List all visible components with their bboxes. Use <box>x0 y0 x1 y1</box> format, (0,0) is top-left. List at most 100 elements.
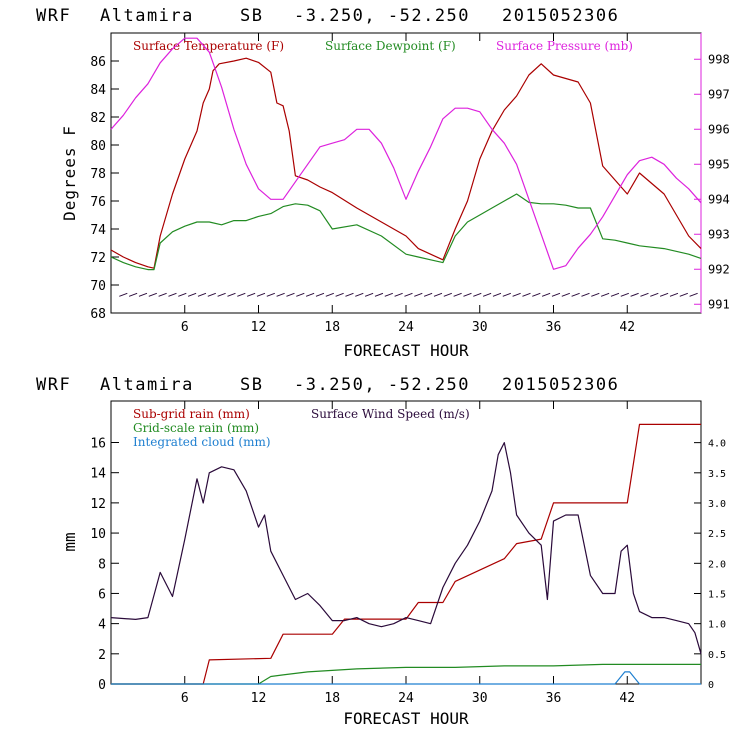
wind-barb <box>217 292 226 297</box>
wind-barb <box>187 292 197 297</box>
wind-barb <box>325 292 334 297</box>
bottom-header-station: Altamira <box>100 375 194 395</box>
bottom-ytick-label-2: 2 <box>98 648 106 663</box>
top-series-surface-temperature-f <box>110 57 702 269</box>
top-header-station: Altamira <box>100 6 194 26</box>
wind-barb <box>561 292 570 297</box>
wind-barb <box>512 292 521 297</box>
bottom-ytick-label-4: 4 <box>98 618 106 633</box>
wind-barb <box>374 292 384 297</box>
bottom-y2tick-label-3.5: 3.5 <box>708 469 726 480</box>
wind-barb <box>345 292 354 297</box>
wind-barb <box>315 292 325 297</box>
bottom-ytick-label-0: 0 <box>98 678 106 693</box>
wind-barb <box>473 292 482 297</box>
chart-marks: 6 12 18 24 30 36 42687072747678808284869919929… <box>90 33 730 706</box>
wind-barb <box>541 292 551 297</box>
bottom-header-code: SB <box>240 375 263 395</box>
wind-barb <box>630 292 639 297</box>
wind-barb <box>591 292 600 297</box>
bottom-ytick-label-16: 16 <box>90 437 106 452</box>
wind-barb <box>178 292 187 297</box>
wind-barb <box>305 292 315 297</box>
wind-barb <box>463 292 472 297</box>
bottom-series-surface-wind-speed-m-s <box>110 442 702 654</box>
wind-barb <box>276 292 285 297</box>
bottom-header-coords: -3.250, -52.250 <box>294 375 470 395</box>
wind-barb <box>158 292 167 297</box>
top-y2tick-label-998: 998 <box>708 52 730 66</box>
bottom-xtick-label-18: 18 <box>324 691 340 706</box>
wind-barb <box>650 292 659 297</box>
wind-barb <box>246 292 256 297</box>
top-y2tick-label-997: 997 <box>708 87 730 101</box>
wind-barb <box>522 292 531 297</box>
top-panel-header: WRF Altamira SB -3.250, -52.250 20150523… <box>36 6 619 26</box>
top-ytick-label-68: 68 <box>90 307 106 322</box>
wind-barb <box>600 292 610 297</box>
wind-barb <box>453 292 462 297</box>
top-ytick-label-70: 70 <box>90 279 106 294</box>
bottom-ytick-label-8: 8 <box>98 557 106 572</box>
wind-barb <box>492 292 502 297</box>
top-ytick-label-84: 84 <box>90 83 106 98</box>
bottom-series-integrated-cloud-mm <box>111 671 701 685</box>
wind-barb <box>237 292 246 297</box>
wind-barb <box>433 292 443 297</box>
top-y2tick-label-991: 991 <box>708 297 730 311</box>
wind-barb <box>669 292 679 297</box>
wind-barb <box>571 292 580 297</box>
bottom-y2tick-label-0: 0 <box>708 680 714 691</box>
wind-barb <box>227 292 236 297</box>
bottom-y2tick-label-1.0: 1.0 <box>708 620 726 631</box>
top-xtick-label-6: 6 <box>181 320 189 335</box>
bottom-ytick-label-14: 14 <box>90 467 106 482</box>
wind-barb <box>482 292 492 297</box>
legend-surface-temperature: Surface Temperature (F) <box>133 39 284 53</box>
bottom-y2tick-label-2.0: 2.0 <box>708 559 726 570</box>
wind-barb <box>423 292 433 297</box>
bottom-xtick-label-30: 30 <box>472 691 488 706</box>
top-xlabel: FORECAST HOUR <box>343 341 469 360</box>
bottom-panel-header: WRF Altamira SB -3.250, -52.250 20150523… <box>36 375 618 395</box>
wind-barb <box>256 292 266 297</box>
top-header-model: WRF <box>36 6 71 26</box>
top-header-code: SB <box>240 6 263 26</box>
top-y2tick-label-992: 992 <box>708 262 730 276</box>
bottom-xtick-label-24: 24 <box>398 691 414 706</box>
wind-barb <box>404 292 413 297</box>
top-series-surface-pressure-mb <box>110 37 702 270</box>
wind-barb <box>296 292 305 297</box>
top-series-surface-dewpoint-f <box>110 193 702 271</box>
top-header-run: 2015052306 <box>502 6 619 26</box>
top-ytick-label-86: 86 <box>90 55 106 70</box>
wind-barb <box>532 292 541 297</box>
top-xtick-label-36: 36 <box>546 320 562 335</box>
wind-barb <box>581 292 590 297</box>
top-ylabel: Degrees F <box>60 125 79 221</box>
bottom-xtick-label-36: 36 <box>546 691 562 706</box>
bottom-y2tick-label-2.5: 2.5 <box>708 529 726 540</box>
bottom-header-model: WRF <box>36 375 71 395</box>
top-y2tick-label-994: 994 <box>708 192 730 206</box>
wind-barb <box>689 292 698 297</box>
wind-barb <box>207 292 216 297</box>
wind-barb <box>640 292 649 297</box>
top-ytick-label-72: 72 <box>90 251 106 266</box>
bottom-xtick-label-6: 6 <box>181 691 189 706</box>
top-ytick-label-82: 82 <box>90 111 106 126</box>
wind-barb <box>620 292 629 297</box>
top-xtick-label-18: 18 <box>324 320 340 335</box>
bottom-y2tick-label-4.0: 4.0 <box>708 439 726 450</box>
wind-barb <box>551 292 561 297</box>
legend-surface-pressure: Surface Pressure (mb) <box>496 39 633 53</box>
bottom-y2tick-label-0.5: 0.5 <box>708 650 726 661</box>
top-xtick-label-24: 24 <box>398 320 414 335</box>
top-ytick-label-76: 76 <box>90 195 106 210</box>
bottom-panel: Sub-grid rain (mm) Surface Wind Speed (m… <box>60 400 702 728</box>
bottom-y2tick-label-1.5: 1.5 <box>708 589 726 600</box>
bottom-series-grid-scale-rain-mm <box>111 663 701 685</box>
wind-barb <box>364 292 374 297</box>
